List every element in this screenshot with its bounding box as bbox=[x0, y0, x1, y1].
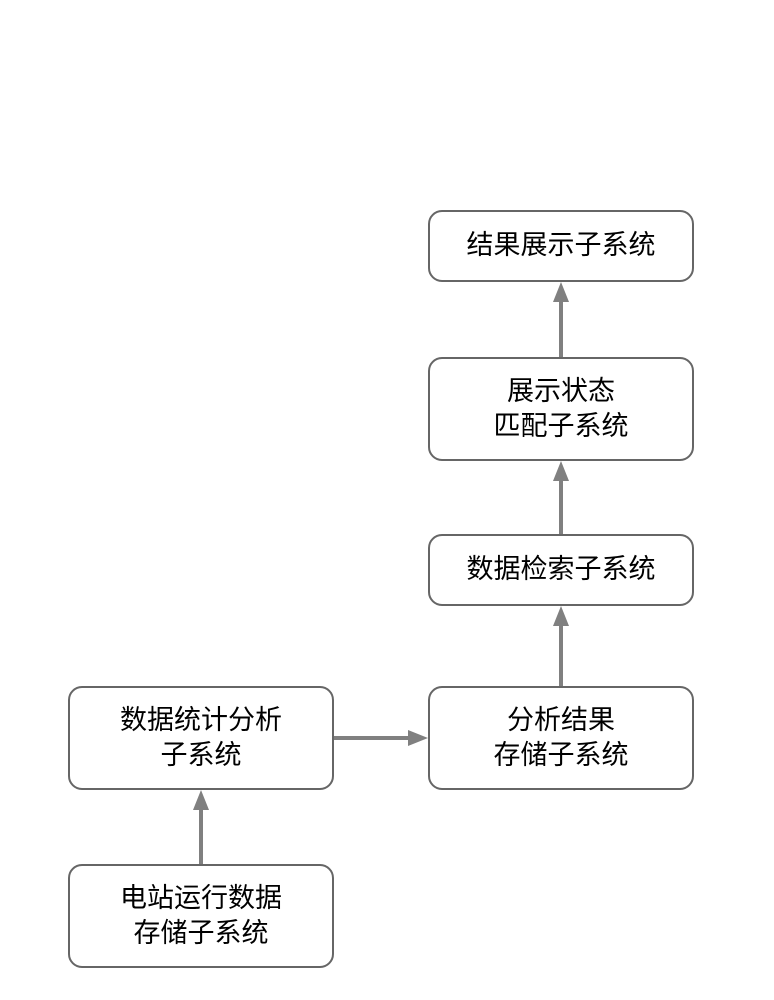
flowchart-canvas: 电站运行数据 存储子系统 数据统计分析 子系统 分析结果 存储子系统 数据检索子… bbox=[0, 0, 774, 1000]
flow-arrows bbox=[0, 0, 774, 1000]
